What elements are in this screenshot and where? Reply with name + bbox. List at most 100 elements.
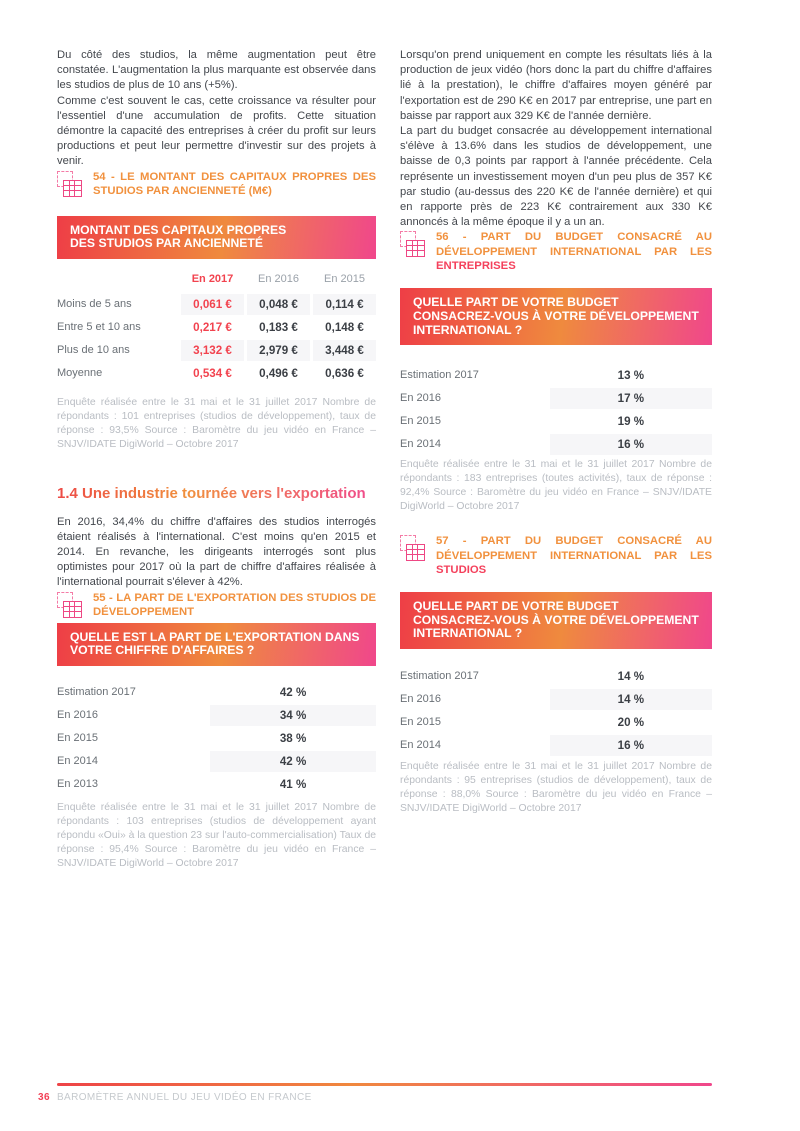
footer: 36 BAROMÈTRE ANNUEL DU JEU VIDÉO EN FRANC… <box>38 1092 312 1103</box>
table-row: En 2015 19 % <box>400 411 712 432</box>
figure-caption-57: 57 - PART DU BUDGET CONSACRÉ AU DÉVELOPP… <box>400 534 712 578</box>
question-banner: QUELLE EST LA PART DE L'EXPORTATION DANS… <box>57 622 376 667</box>
paragraph: Du côté des studios, la même augmentatio… <box>57 49 376 92</box>
row-value: 38 % <box>279 732 307 746</box>
table-row: Plus de 10 ans 3,132 € 2,979 € 3,448 € <box>57 340 376 362</box>
caption-main: 56 - PART DU BUDGET CONSACRÉ AU DÉVELOPP… <box>436 231 712 258</box>
table-row: Moins de 5 ans 0,061 € 0,048 € 0,114 € <box>57 294 376 316</box>
column-header-2017: En 2017 <box>191 273 234 286</box>
stat-rows: Estimation 2017 42 % En 2016 34 % En 201… <box>57 682 376 795</box>
row-value-2016: 2,979 € <box>247 340 310 362</box>
row-value: 14 % <box>549 689 712 711</box>
banner-text: QUELLE PART DE VOTRE BUDGET CONSACREZ-VO… <box>413 598 699 641</box>
caption-text: 54 - LE MONTANT DES CAPITAUX PROPRES DES… <box>93 170 376 198</box>
row-label: Estimation 2017 <box>400 670 479 683</box>
question-banner: QUELLE PART DE VOTRE BUDGET CONSACREZ-VO… <box>400 287 712 346</box>
row-value-2016: 0,183 € <box>259 321 298 335</box>
survey-footnote: Enquête réalisée entre le 31 mai et le 3… <box>400 459 712 513</box>
row-label: Estimation 2017 <box>57 686 136 699</box>
caption-text: 55 - LA PART DE L'EXPORTATION DES STUDIO… <box>93 591 376 619</box>
left-column: Du côté des studios, la même augmentatio… <box>57 48 376 882</box>
row-value: 13 % <box>617 369 645 383</box>
table-icon-grid <box>406 240 425 258</box>
row-value-2015: 0,114 € <box>313 294 376 316</box>
footer-title: BAROMÈTRE ANNUEL DU JEU VIDÉO EN FRANCE <box>56 1092 312 1103</box>
table-title-banner: MONTANT DES CAPITAUX PROPRES DES STUDIOS… <box>57 215 376 260</box>
row-value: 16 % <box>549 735 712 757</box>
row-value: 19 % <box>617 415 645 429</box>
table-row: En 2015 20 % <box>400 712 712 733</box>
row-label: En 2014 <box>57 755 98 768</box>
table-icon <box>57 170 83 197</box>
caption-text: 57 - PART DU BUDGET CONSACRÉ AU DÉVELOPP… <box>436 534 712 578</box>
footer-rule <box>57 1083 712 1086</box>
table-icon <box>57 591 83 618</box>
survey-footnote: Enquête réalisée entre le 31 mai et le 3… <box>57 802 376 870</box>
row-value-2016: 0,496 € <box>259 367 298 381</box>
banner-text: MONTANT DES CAPITAUX PROPRES DES STUDIOS… <box>70 222 287 251</box>
row-value-2015: 0,148 € <box>325 321 364 335</box>
paragraph: La part du budget consacrée au développe… <box>400 125 712 229</box>
banner-text: QUELLE EST LA PART DE L'EXPORTATION DANS… <box>70 629 360 658</box>
row-value: 20 % <box>617 716 645 730</box>
row-label: En 2016 <box>400 392 441 405</box>
row-label: Estimation 2017 <box>400 369 479 382</box>
row-value: 34 % <box>210 705 376 727</box>
table-row: Entre 5 et 10 ans 0,217 € 0,183 € 0,148 … <box>57 317 376 338</box>
row-value-2015: 3,448 € <box>313 340 376 362</box>
row-value-2017: 0,217 € <box>193 321 232 335</box>
row-value: 17 % <box>549 388 712 410</box>
row-value: 42 % <box>210 751 376 773</box>
right-column: Lorsqu'on prend uniquement en compte les… <box>400 48 712 827</box>
table-icon <box>400 231 426 258</box>
row-label: Moins de 5 ans <box>57 298 132 311</box>
table-icon-grid <box>63 179 82 197</box>
row-value-2017: 0,061 € <box>181 294 244 316</box>
survey-footnote: Enquête réalisée entre le 31 mai et le 3… <box>400 761 712 815</box>
row-label: Plus de 10 ans <box>57 344 130 357</box>
table-icon-grid <box>63 600 82 618</box>
question-banner: QUELLE PART DE VOTRE BUDGET CONSACREZ-VO… <box>400 591 712 650</box>
table-row: En 2013 41 % <box>57 774 376 795</box>
row-label: Moyenne <box>57 367 103 380</box>
row-label: En 2016 <box>400 693 441 706</box>
row-value-2017: 0,534 € <box>193 367 232 381</box>
table-column-headers: En 2017 En 2016 En 2015 <box>57 273 376 285</box>
table-row: En 2014 16 % <box>400 735 712 757</box>
caption-text: 56 - PART DU BUDGET CONSACRÉ AU DÉVELOPP… <box>436 230 712 274</box>
row-value: 41 % <box>279 778 307 792</box>
row-value-2017: 3,132 € <box>181 340 244 362</box>
table-row: Estimation 2017 13 % <box>400 365 712 386</box>
paragraph: Lorsqu'on prend uniquement en compte les… <box>400 49 712 122</box>
caption-highlight: STUDIOS <box>436 564 487 577</box>
section-heading: 1.4 Une industrie tournée vers l'exporta… <box>57 484 366 502</box>
row-value-2016: 0,048 € <box>247 294 310 316</box>
table-row: En 2015 38 % <box>57 728 376 749</box>
stat-rows: Estimation 2017 14 % En 2016 14 % En 201… <box>400 666 712 757</box>
paragraph: En 2016, 34,4% du chiffre d'affaires des… <box>57 515 376 589</box>
row-label: En 2015 <box>400 415 441 428</box>
row-label: En 2016 <box>57 709 98 722</box>
table-icon-grid <box>406 544 425 562</box>
row-value: 16 % <box>549 434 712 456</box>
row-value: 14 % <box>617 670 645 684</box>
stat-rows: Estimation 2017 13 % En 2016 17 % En 201… <box>400 365 712 456</box>
row-label: En 2013 <box>57 778 98 791</box>
table-row: Estimation 2017 42 % <box>57 682 376 703</box>
table-icon <box>400 535 426 562</box>
row-label: Entre 5 et 10 ans <box>57 321 141 334</box>
table-row: Moyenne 0,534 € 0,496 € 0,636 € <box>57 363 376 384</box>
table-row: En 2016 17 % <box>400 388 712 410</box>
row-label: En 2014 <box>400 739 441 752</box>
row-label: En 2014 <box>400 438 441 451</box>
table-row: En 2014 16 % <box>400 434 712 456</box>
page-number: 36 <box>38 1092 50 1103</box>
row-value: 42 % <box>279 686 307 700</box>
table-row: En 2014 42 % <box>57 751 376 773</box>
row-value-2015: 0,636 € <box>325 367 364 381</box>
column-header-2015: En 2015 <box>324 273 365 286</box>
caption-main: 57 - PART DU BUDGET CONSACRÉ AU DÉVELOPP… <box>436 535 712 562</box>
paragraph: Comme c'est souvent le cas, cette croiss… <box>57 94 376 168</box>
survey-footnote: Enquête réalisée entre le 31 mai et le 3… <box>57 397 376 451</box>
